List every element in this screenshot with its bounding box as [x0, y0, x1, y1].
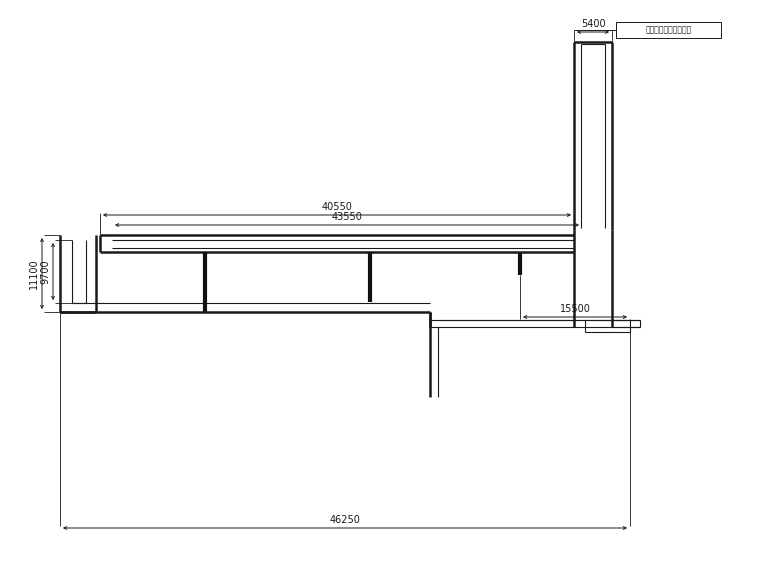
Text: 11100: 11100	[29, 258, 39, 289]
Text: 43550: 43550	[331, 212, 363, 222]
Text: 15500: 15500	[559, 304, 591, 314]
Text: 46250: 46250	[330, 515, 360, 525]
Text: 40550: 40550	[321, 202, 353, 212]
Text: 5400: 5400	[581, 19, 605, 29]
Text: 9700: 9700	[40, 259, 50, 284]
Bar	[616, 22, 721, 38]
Text: 原地压主制已完成部分: 原地压主制已完成部分	[645, 26, 692, 35]
